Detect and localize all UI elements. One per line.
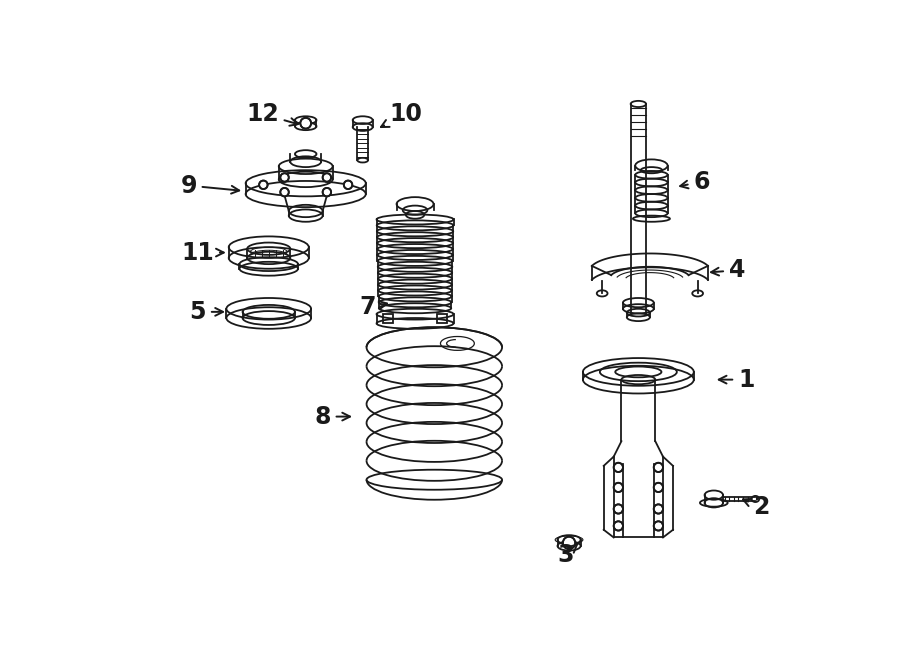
Circle shape bbox=[653, 483, 663, 492]
Circle shape bbox=[259, 180, 267, 189]
Circle shape bbox=[614, 504, 623, 514]
Circle shape bbox=[614, 483, 623, 492]
Circle shape bbox=[614, 522, 623, 531]
Text: 10: 10 bbox=[381, 102, 422, 127]
Circle shape bbox=[280, 188, 289, 196]
Circle shape bbox=[344, 180, 352, 189]
Text: 11: 11 bbox=[182, 241, 224, 264]
Bar bbox=[382, 314, 392, 323]
Circle shape bbox=[322, 188, 331, 196]
Circle shape bbox=[301, 118, 311, 129]
Circle shape bbox=[653, 504, 663, 514]
Text: 2: 2 bbox=[743, 496, 770, 520]
Circle shape bbox=[614, 463, 623, 472]
Circle shape bbox=[653, 463, 663, 472]
Circle shape bbox=[562, 537, 575, 549]
Text: 7: 7 bbox=[359, 295, 387, 319]
Text: 3: 3 bbox=[557, 543, 579, 567]
Text: 8: 8 bbox=[314, 405, 350, 428]
Circle shape bbox=[653, 522, 663, 531]
Bar bbox=[437, 314, 447, 323]
Circle shape bbox=[280, 173, 289, 182]
Text: 1: 1 bbox=[719, 368, 754, 391]
Text: 9: 9 bbox=[180, 174, 239, 198]
Circle shape bbox=[322, 173, 331, 182]
Text: 4: 4 bbox=[711, 258, 745, 282]
Text: 6: 6 bbox=[680, 170, 710, 194]
Text: 5: 5 bbox=[190, 300, 223, 324]
Text: 12: 12 bbox=[247, 102, 298, 126]
